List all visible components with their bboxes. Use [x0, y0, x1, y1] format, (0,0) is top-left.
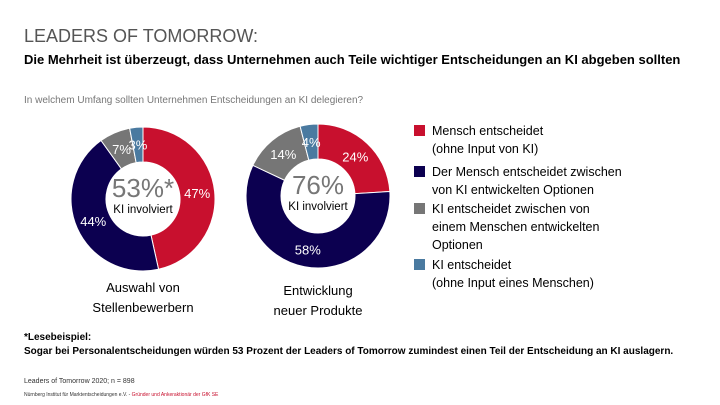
- legend-item: Mensch entscheidet (ohne Input von KI): [414, 122, 544, 158]
- legend-label: (ohne Input von KI): [432, 142, 539, 156]
- slice-label: 7%: [112, 142, 131, 157]
- donut-slice: [245, 164, 391, 269]
- slice-label: 14%: [270, 147, 296, 162]
- chart-title-left: Auswahl von Stellenbewerbern: [83, 278, 203, 318]
- slice-label: 47%: [184, 186, 210, 201]
- slice-label: 24%: [342, 149, 368, 164]
- legend-item: Der Mensch entscheidet zwischen von KI en…: [414, 163, 622, 199]
- legend-label: von KI entwickelten Optionen: [432, 183, 594, 197]
- chart-title-line: Entwicklung: [283, 283, 353, 298]
- organization: Nürnberg Institut für Marktentscheidunge…: [24, 392, 218, 398]
- donut-slice: [70, 139, 160, 272]
- legend-label: Mensch entscheidet: [432, 124, 544, 138]
- center-label: KI involviert: [113, 204, 173, 216]
- legend-item: KI entscheidet (ohne Input eines Menschen…: [414, 256, 594, 292]
- source: Leaders of Tomorrow 2020; n = 898: [24, 378, 135, 385]
- org-name: Nürnberg Institut für Marktentscheidunge…: [24, 392, 131, 398]
- legend-label: Optionen: [432, 238, 483, 252]
- note-text: Sogar bei Personalentscheidungen würden …: [24, 346, 674, 357]
- chart-title-line: neuer Produkte: [273, 303, 363, 318]
- legend-swatch: [414, 125, 425, 136]
- legend-label: Der Mensch entscheidet zwischen: [432, 165, 622, 179]
- legend-swatch: [414, 259, 425, 270]
- legend-label: KI entscheidet: [432, 258, 512, 272]
- legend-label: KI entscheidet zwischen von: [432, 202, 590, 216]
- center-value: 53%*: [112, 173, 174, 203]
- slice-label: 58%: [295, 243, 321, 258]
- slice-label: 4%: [302, 135, 321, 150]
- legend-swatch: [414, 203, 425, 214]
- chart-title-line: Stellenbewerbern: [92, 300, 194, 315]
- chart-title-right: Entwicklung neuer Produkte: [258, 281, 378, 321]
- donut-slice: [299, 123, 319, 161]
- center-value: 76%: [292, 170, 344, 200]
- chart-title-line: Auswahl von: [106, 280, 180, 295]
- donut-slice: [129, 126, 144, 164]
- legend-label: (ohne Input eines Menschen): [432, 276, 594, 290]
- note-heading: *Lesebeispiel:: [24, 332, 92, 343]
- page-subtitle: Die Mehrheit ist überzeugt, dass Unterne…: [24, 52, 681, 67]
- legend-swatch: [414, 166, 425, 177]
- center-label: KI involviert: [288, 201, 348, 213]
- slice-label: 3%: [129, 138, 148, 153]
- slice-label: 44%: [80, 214, 106, 229]
- donut-slice: [142, 126, 216, 270]
- page-title: LEADERS OF TOMORROW:: [24, 26, 259, 46]
- legend-label: einem Menschen entwickelten: [432, 220, 600, 234]
- legend-item: KI entscheidet zwischen von einem Mensche…: [414, 200, 600, 254]
- org-tagline: Gründer und Ankeraktionär der GfK SE: [131, 392, 219, 398]
- chart-question: In welchem Umfang sollten Unternehmen En…: [24, 95, 364, 106]
